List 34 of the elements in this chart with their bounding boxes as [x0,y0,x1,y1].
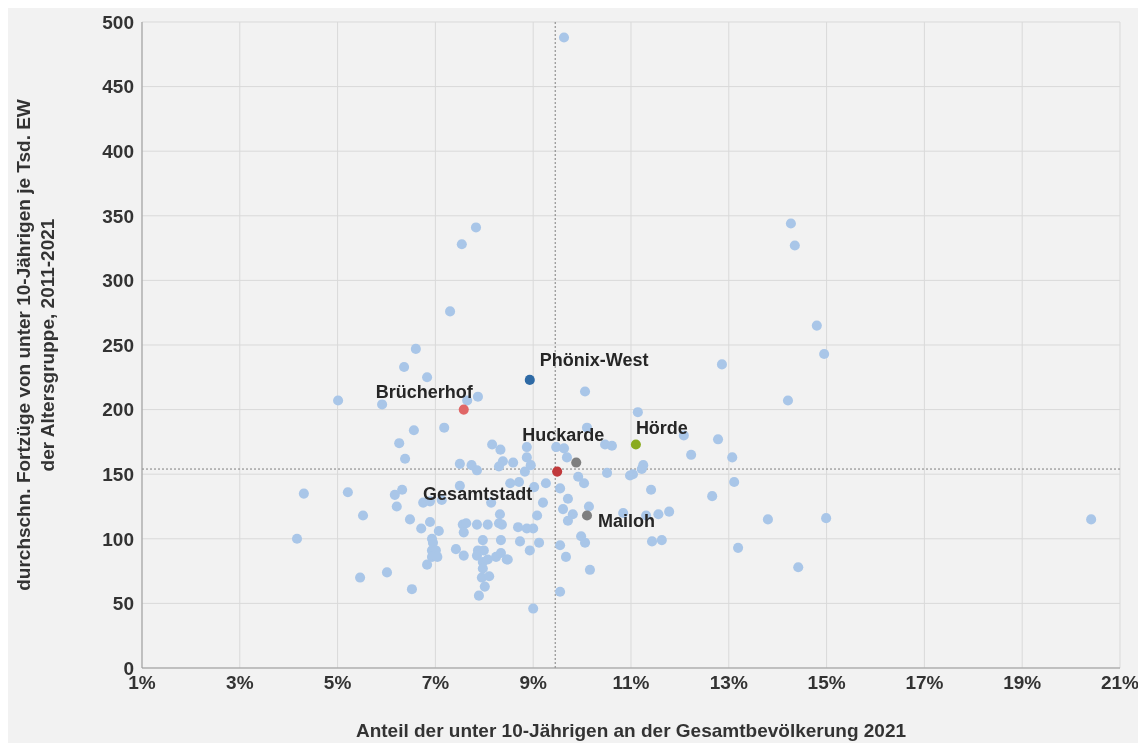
x-tick-label: 5% [323,672,352,694]
y-tick-label: 100 [102,528,134,550]
series-label: Huckarde [522,424,605,445]
point [571,457,582,468]
point [524,374,535,385]
x-tick-label: 15% [807,672,846,694]
y-tick-label: 150 [102,463,134,485]
x-tick-label: 19% [1003,672,1042,694]
series-label: Phönix-West [539,349,649,370]
y-tick-label: 500 [102,11,134,33]
series-label: Gesamtstadt [423,483,533,504]
x-axis-title: Anteil der unter 10-Jährigen an der Gesamtbevölkerung 2021 [355,720,907,741]
y-tick-label: 300 [102,270,134,292]
y-tick-label: 450 [102,76,134,98]
point [458,404,469,415]
series-label: Brücherhof [375,381,474,402]
x-tick-label: 7% [421,672,450,694]
point [581,510,593,521]
x-tick-label: 3% [226,672,254,694]
x-tick-label: 13% [709,672,748,694]
y-tick-label: 50 [112,593,134,615]
y-tick-label: 250 [102,334,134,356]
x-tick-label: 11% [612,672,650,694]
series-label: Mailoh [597,510,655,531]
y-axis-title: durchschn. Fortzüge von unter 10-Jährigen je Tsd. EW der Altersgruppe, 2011-2021 [13,99,58,591]
point [552,466,563,477]
x-tick-label: 21% [1100,672,1140,694]
x-tick-label: 17% [905,672,944,694]
y-tick-label: 200 [102,399,134,421]
y-tick-label: 350 [102,205,134,227]
point [630,439,641,450]
y-tick-label: 400 [102,140,134,162]
series-label: Hörde [635,418,688,439]
x-tick-label: 9% [519,672,548,694]
